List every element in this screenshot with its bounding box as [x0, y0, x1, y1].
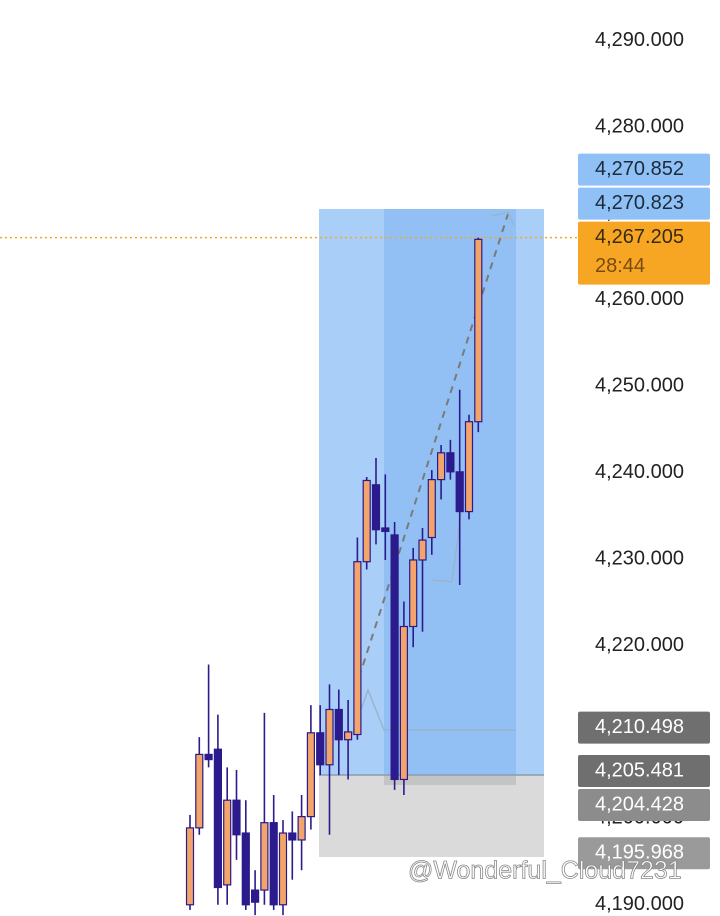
candle-body	[260, 822, 269, 891]
candle-body	[306, 732, 315, 818]
candle-body	[409, 559, 418, 628]
candle-body	[316, 732, 325, 766]
arrow-head	[491, 211, 515, 227]
projection-arrow	[354, 213, 509, 691]
candle-body	[195, 753, 204, 829]
price-badge	[578, 153, 710, 186]
candle-body	[381, 527, 390, 533]
y-tick-label: 4,220.000	[595, 634, 684, 656]
candle-body	[464, 421, 474, 513]
path-line	[431, 504, 463, 583]
price-badge-label: 4,270.852	[595, 158, 684, 180]
price-badge	[578, 711, 710, 744]
price-badge-label: 4,210.498	[595, 716, 684, 738]
y-tick-label: 4,240.000	[595, 461, 684, 483]
candle-body	[241, 832, 250, 906]
price-badge-label: 4,204.428	[595, 793, 684, 815]
price-badge	[578, 187, 710, 220]
candle-body	[362, 479, 371, 563]
loss-zone	[319, 775, 544, 857]
candle-body	[325, 708, 334, 766]
candle-body	[297, 816, 306, 841]
candle-body	[371, 484, 381, 531]
candle-body	[446, 452, 455, 473]
price-badge-label: 4,270.823	[595, 192, 684, 214]
candle-body	[204, 753, 213, 761]
price-badge-label: 4,195.968	[595, 841, 684, 863]
countdown: 28:44	[595, 255, 645, 277]
candles	[185, 237, 483, 916]
y-tick-label: 4,260.000	[595, 288, 684, 310]
candle-body	[334, 708, 343, 741]
candle-body	[185, 827, 195, 906]
candle-body	[427, 479, 436, 539]
y-tick-label: 4,250.000	[595, 375, 684, 397]
price-badge	[578, 221, 710, 285]
candle-body	[278, 832, 288, 906]
price-badge	[578, 788, 710, 821]
price-badges: 4,270.852 4,270.823 4,267.205 28:44 4,210.49…	[0, 153, 710, 870]
candle-body	[269, 822, 278, 906]
candle-body	[418, 539, 427, 561]
candle-body	[437, 452, 446, 481]
loss-zone-inner	[384, 775, 516, 785]
candle-body	[399, 625, 408, 781]
candle-body	[232, 799, 241, 836]
candle-body	[223, 799, 232, 886]
y-tick-label: 4,280.000	[595, 115, 684, 137]
y-tick-label: 4,290.000	[595, 29, 684, 51]
candle-body	[353, 561, 362, 736]
y-tick-label: 4,230.000	[595, 547, 684, 569]
price-badge-label: 4,205.481	[595, 759, 684, 781]
candle-body	[455, 471, 464, 513]
y-tick-label: 4,190.000	[595, 893, 684, 915]
watermark: @Wonderful_Cloud7231	[408, 857, 682, 885]
price-badge-label: 4,267.205	[595, 226, 684, 248]
candle-body	[344, 731, 353, 741]
candle-body	[251, 889, 260, 903]
price-badge	[578, 754, 710, 787]
candle-body	[474, 238, 483, 423]
price-badge	[578, 837, 710, 870]
candle-body	[288, 832, 297, 841]
candle-body	[390, 534, 399, 781]
candle-body	[213, 748, 222, 889]
